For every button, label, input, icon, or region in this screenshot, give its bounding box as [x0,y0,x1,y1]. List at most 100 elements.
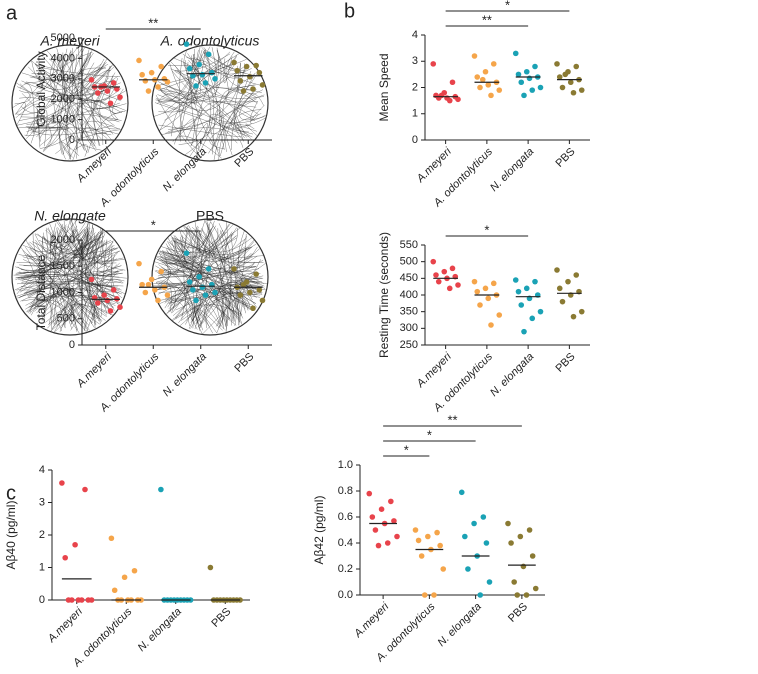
data-point [556,74,563,80]
data-point [78,597,85,603]
data-point [471,278,478,285]
arena [151,44,269,162]
x-tick-label: A.meyeri [351,600,391,640]
data-point [131,567,138,574]
data-point [482,285,489,292]
data-point [570,89,577,96]
y-tick-label: 1.0 [338,459,353,471]
data-point [462,533,468,540]
data-point [474,288,481,295]
y-axis-label: Aβ40 (pg/ml) [4,501,18,570]
data-point [425,533,431,540]
data-point [234,67,240,74]
data-point [104,297,111,304]
data-point [142,289,149,296]
y-tick-label: 4 [39,464,45,476]
data-point [537,84,544,91]
trajectory-label: A. odontolyticus [160,33,260,49]
data-point [573,63,580,70]
data-point [205,266,212,272]
data-point [250,305,256,312]
data-point [529,315,536,322]
data-point [95,300,101,306]
data-point [114,86,120,92]
data-point [441,268,448,275]
data-point [477,302,483,308]
data-point [485,295,492,302]
data-point [434,529,440,536]
data-point [521,92,527,99]
data-point [565,278,571,285]
data-point [520,563,527,570]
x-tick-label: N. elongata [161,146,209,194]
data-point [512,277,519,283]
y-tick-label: 2 [412,81,418,93]
y-tick-label: 4000 [51,52,75,64]
data-point [394,533,400,540]
data-point [446,97,453,104]
data-point [231,59,237,66]
y-tick-label: 4 [412,29,418,41]
y-tick-label: 3000 [51,73,75,85]
data-point [477,592,484,598]
data-point [259,297,266,304]
data-point [532,278,538,285]
data-point [523,592,530,598]
data-point [259,82,266,88]
data-point [212,76,218,82]
significance-label: * [505,0,510,12]
data-point [139,71,145,78]
data-point [449,265,456,272]
data-point [465,566,471,572]
data-point [430,61,437,67]
y-tick-label: 2000 [51,93,75,105]
data-point [532,63,538,70]
y-tick-label: 400 [400,289,418,301]
x-tick-label: A.meyeri [45,605,85,645]
y-tick-label: 0 [39,594,45,606]
data-point [496,312,503,318]
y-tick-label: 0 [69,339,75,351]
data-point [375,542,382,549]
data-point [196,61,202,68]
data-point [435,278,442,285]
data-point [240,88,247,94]
y-tick-label: 250 [400,339,418,351]
data-point [471,53,478,59]
y-tick-label: 1 [39,561,45,573]
data-point [193,297,199,304]
data-point [488,92,494,99]
y-tick-label: 2 [39,529,45,541]
significance-label: * [404,442,409,457]
data-point [231,266,237,272]
data-point [455,96,461,103]
data-point [190,287,196,293]
x-tick-label: N. elongata [161,351,209,399]
y-tick-label: 1500 [51,260,75,272]
data-point [517,533,524,540]
x-tick-label: PBS [209,606,233,630]
y-axis-label: Aβ42 (pg/ml) [312,496,326,565]
data-point [145,88,152,94]
significance-label: ** [482,12,492,27]
y-tick-label: 1 [412,108,418,120]
data-point [158,63,164,70]
data-point [107,308,114,314]
data-point [107,100,114,107]
data-point [110,287,117,293]
data-point [388,498,394,505]
data-point [158,268,164,275]
data-point [490,280,497,287]
data-point [437,542,443,549]
data-point [59,480,65,486]
y-axis-label: Resting Time (seconds) [377,232,391,358]
data-point [515,71,522,78]
data-point [183,41,190,47]
data-point [139,281,145,288]
data-point [142,78,149,84]
data-point [88,597,95,603]
y-tick-label: 3 [412,55,418,67]
data-point [488,322,494,328]
data-point [199,284,206,291]
